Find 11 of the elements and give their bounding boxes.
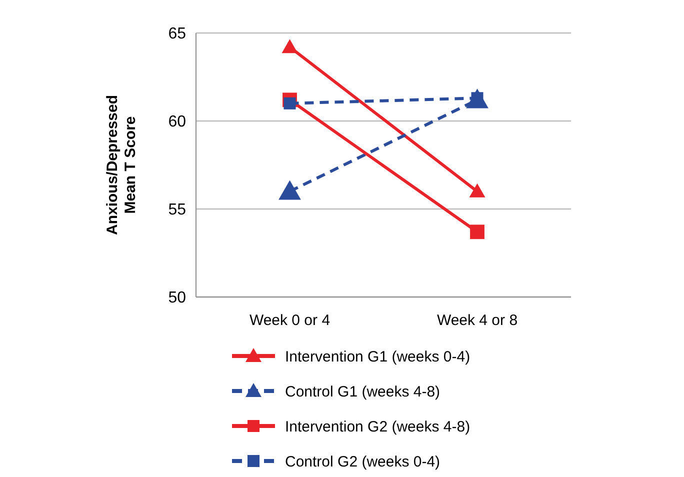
legend-label: Control G2 (weeks 0-4) bbox=[285, 453, 440, 470]
y-tick-label: 60 bbox=[168, 114, 186, 131]
y-axis-title: Anxious/Depressed Mean T Score bbox=[104, 94, 139, 236]
legend-label: Intervention G2 (weeks 4-8) bbox=[285, 418, 470, 436]
x-tick-label: Week 4 or 8 bbox=[436, 312, 518, 329]
y-tick-label: 55 bbox=[168, 202, 186, 219]
y-tick-label: 65 bbox=[168, 26, 186, 43]
y-tick-label: 50 bbox=[168, 290, 186, 307]
x-tick-label: Week 0 or 4 bbox=[249, 312, 330, 329]
legend-label: Control G1 (weeks 4-8) bbox=[285, 383, 440, 400]
legend-label: Intervention G1 (weeks 0-4) bbox=[285, 348, 470, 366]
